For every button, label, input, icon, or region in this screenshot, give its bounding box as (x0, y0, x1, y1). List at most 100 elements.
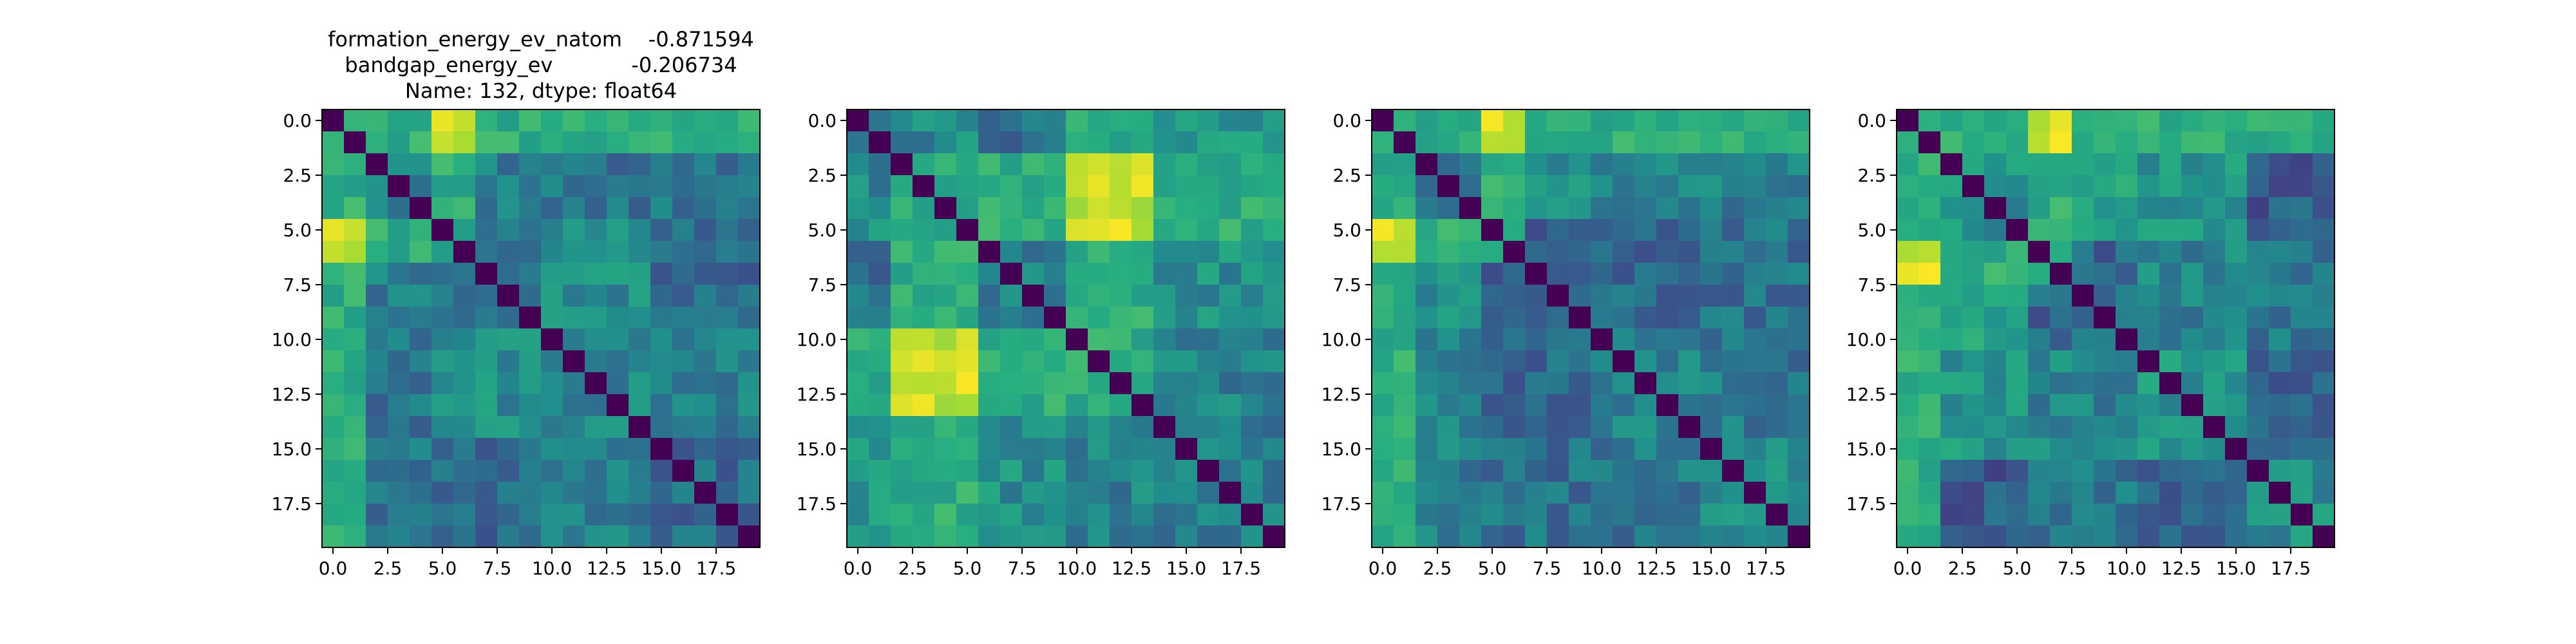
heatmap-cell (978, 394, 1001, 417)
heatmap-cell (1088, 109, 1110, 132)
heatmap-cell (1459, 131, 1482, 154)
heatmap-cell (1700, 131, 1723, 154)
heatmap-cell (453, 460, 476, 482)
heatmap-cell (2137, 197, 2160, 220)
heatmap-cell (2313, 241, 2335, 263)
heatmap-cell (1044, 482, 1066, 504)
heatmap-cell (585, 350, 607, 373)
heatmap-cell (2181, 526, 2204, 548)
heatmap-cell (1656, 219, 1679, 242)
heatmap-cell (1066, 482, 1088, 504)
heatmap-cell (1219, 263, 1242, 285)
heatmap-cell (2006, 394, 2029, 417)
heatmap-cell (1219, 504, 1242, 526)
heatmap-cell (2291, 285, 2313, 307)
heatmap-cell (2203, 153, 2226, 176)
heatmap-cell (738, 263, 761, 285)
heatmap-cell (978, 285, 1001, 307)
heatmap-cell (410, 175, 432, 198)
heatmap-cell (607, 526, 629, 548)
heatmap-cell (1613, 526, 1635, 548)
heatmap-cell (1066, 153, 1088, 176)
heatmap-cell (497, 285, 520, 307)
heatmap-cell (2137, 372, 2160, 395)
heatmap-cell (2291, 504, 2313, 526)
heatmap-cell (1459, 482, 1482, 504)
heatmap-cell (1110, 372, 1132, 395)
heatmap-cell (847, 219, 869, 242)
heatmap-cell (1634, 219, 1657, 242)
heatmap-cell (650, 263, 673, 285)
title-line-1: formation_energy_ev_natom -0.871594 (328, 27, 754, 52)
heatmap-cell (650, 109, 673, 132)
heatmap-cell (519, 285, 542, 307)
heatmap-cell (541, 307, 564, 329)
heatmap-cell (344, 460, 366, 482)
heatmap-cell (1525, 504, 1548, 526)
heatmap-cell (1918, 394, 1941, 417)
heatmap-cell (563, 285, 585, 307)
heatmap-cell (1197, 241, 1220, 263)
heatmap-cell (1591, 394, 1613, 417)
heatmap-cell (1175, 285, 1198, 307)
heatmap-cell (322, 394, 345, 417)
heatmap-cell (366, 438, 388, 460)
heatmap-cell (431, 350, 454, 373)
heatmap-cell (1219, 241, 1242, 263)
heatmap-cell (2006, 307, 2029, 329)
heatmap-cell (1263, 350, 1285, 373)
heatmap-cell (1591, 197, 1613, 220)
heatmap-cell (1219, 372, 1242, 395)
heatmap-cell (1000, 372, 1023, 395)
heatmap-cell (1197, 438, 1220, 460)
heatmap-cell (410, 394, 432, 417)
heatmap-cell (1569, 307, 1591, 329)
heatmap-cell (1897, 526, 1919, 548)
heatmap-cell (1175, 394, 1198, 417)
heatmap-cell (1722, 153, 1745, 176)
heatmap-cell (1962, 285, 1985, 307)
heatmap-cell (1197, 460, 1220, 482)
heatmap-cell (2313, 263, 2335, 285)
heatmap-cell (2313, 416, 2335, 439)
heatmap-cell (1897, 482, 1919, 504)
heatmap-cell (1153, 394, 1176, 417)
heatmap-cell (694, 263, 717, 285)
heatmap-cell (956, 372, 979, 395)
heatmap-cell (934, 328, 957, 351)
heatmap-cell (978, 175, 1001, 198)
heatmap-cell (913, 263, 935, 285)
heatmap-cell (1459, 153, 1482, 176)
heatmap-cell (672, 197, 695, 220)
heatmap-cell (541, 328, 564, 351)
heatmap-cell (1022, 328, 1045, 351)
heatmap-cell (1634, 131, 1657, 154)
heatmap-cell (1525, 263, 1548, 285)
heatmap-cell (1372, 197, 1394, 220)
heatmap-cell (366, 526, 388, 548)
heatmap-cell (2313, 153, 2335, 176)
heatmap-cell (2137, 153, 2160, 176)
heatmap-cell (2072, 219, 2094, 242)
heatmap-cell (1000, 153, 1023, 176)
heatmap-cell (1918, 197, 1941, 220)
heatmap-cell (2291, 328, 2313, 351)
heatmap-panel-1: 0.0 2.5 5.0 7.5 10.0 12.5 15.0 17.50.02.55.07.5… (272, 109, 761, 579)
heatmap-cell (956, 241, 979, 263)
heatmap-cell (629, 131, 651, 154)
heatmap-cell (1241, 109, 1264, 132)
heatmap-cell (431, 263, 454, 285)
heatmap-cell (1897, 263, 1919, 285)
heatmap-cell (1219, 131, 1242, 154)
heatmap-cell (1459, 175, 1482, 198)
heatmap-cell (1197, 109, 1220, 132)
heatmap-cell (847, 285, 869, 307)
heatmap-cell (607, 285, 629, 307)
heatmap-cell (1634, 460, 1657, 482)
heatmap-cell (869, 416, 891, 439)
heatmap-cell (519, 394, 542, 417)
heatmap-cell (716, 372, 739, 395)
heatmap-cell (1416, 153, 1438, 176)
heatmap-cell (1459, 307, 1482, 329)
heatmap-cell (1000, 263, 1023, 285)
